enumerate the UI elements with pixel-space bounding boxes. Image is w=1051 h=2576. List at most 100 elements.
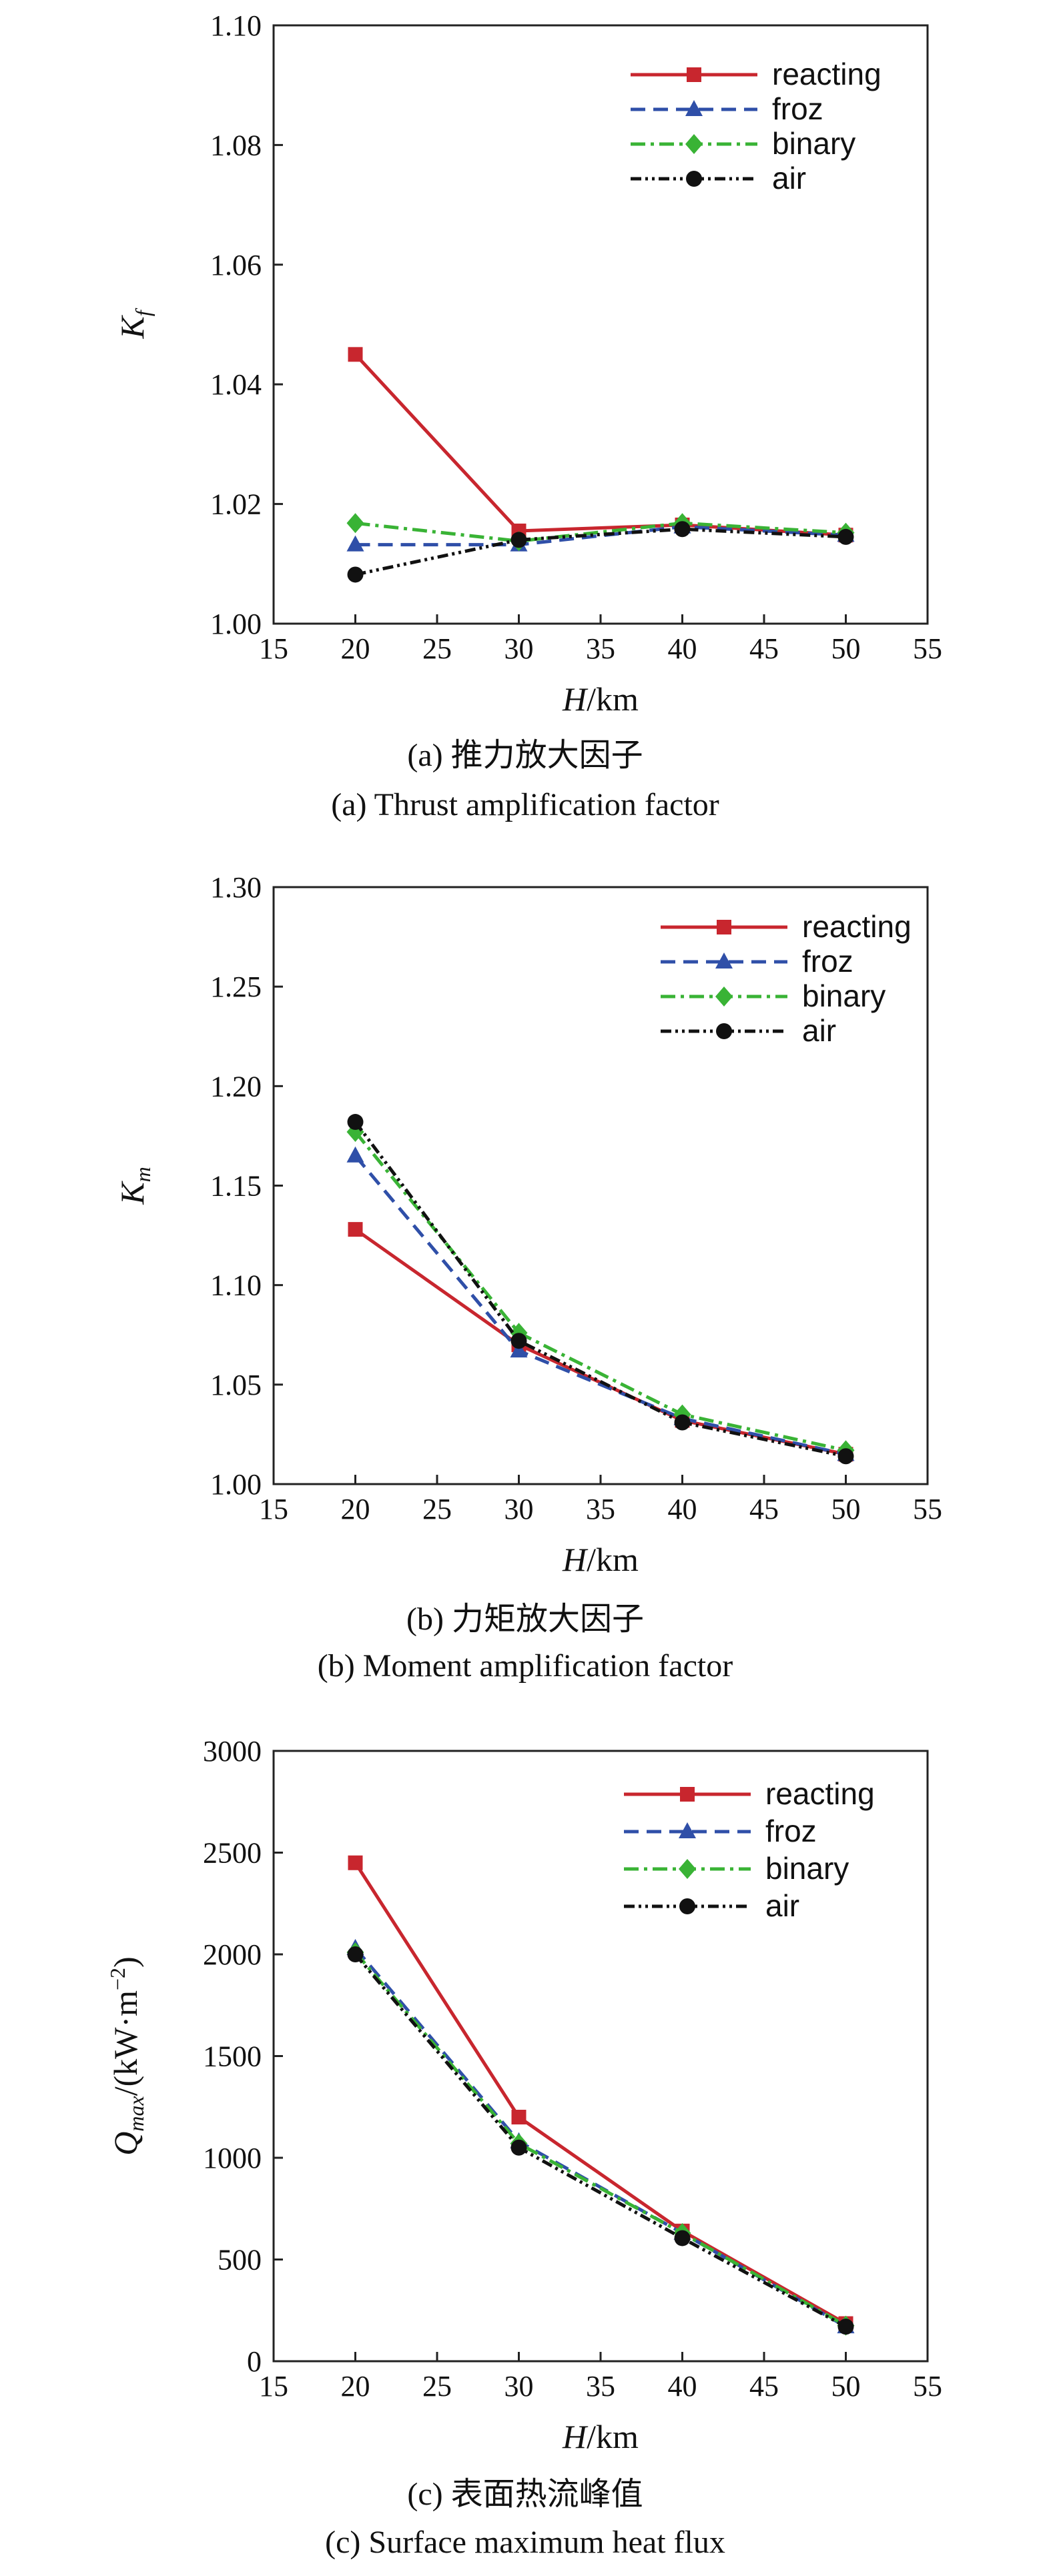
y-axis-symbol: K [113,315,151,340]
legend-marker-binary [715,987,733,1007]
x-tick-label: 15 [259,632,288,665]
legend-label-reacting: reacting [765,1776,875,1811]
data-point-reacting [348,1855,363,1870]
legend-marker-reacting [687,67,701,82]
data-point-air [674,1414,691,1431]
x-tick-label: 25 [422,2370,452,2403]
x-tick-label: 45 [749,632,779,665]
x-tick-label: 55 [913,2370,942,2403]
legend-marker-air [716,1023,732,1039]
series-froz [346,1938,855,2334]
series-line-froz [354,1155,847,1456]
x-axis-unit: /km [587,680,639,718]
series-line-air [354,527,846,576]
series-air [347,1946,854,2335]
data-point-air [347,1946,364,1962]
x-tick-label: 15 [259,2370,288,2403]
data-point-reacting [511,2110,527,2124]
y-axis-unit-superscript: −2 [105,1968,129,1990]
caption-english: (b) Moment amplification factor [318,1648,733,1684]
caption-chinese: (a) 推力放大因子 [407,738,643,773]
y-axis-symbol: K [113,1181,151,1205]
legend-marker-reacting [680,1787,695,1802]
legend-label-binary: binary [802,979,886,1013]
legend-label-air: air [802,1013,836,1048]
x-tick-label: 30 [504,1493,534,1525]
series-binary [346,1121,855,1461]
legend-marker-air [686,171,702,187]
data-point-air [510,532,527,548]
data-point-air [837,528,854,545]
y-axis-title: Kf [113,307,155,339]
data-point-reacting [348,1222,363,1237]
y-tick-label: 1.20 [210,1070,262,1103]
x-axis-title: H/km [562,1541,639,1578]
data-point-binary [346,513,364,534]
x-tick-label: 55 [913,632,942,665]
y-tick-label: 2000 [203,1938,262,1971]
x-axis-title: H/km [562,2418,639,2455]
x-tick-label: 20 [341,632,370,665]
x-tick-label: 25 [422,632,452,665]
y-tick-label: 1.10 [210,1269,262,1302]
y-tick-label: 1.15 [210,1170,262,1203]
y-tick-label: 1500 [203,2040,262,2073]
legend-label-froz: froz [772,91,823,126]
legend-marker-froz [685,100,703,116]
x-axis-symbol: H [562,680,589,718]
y-axis-subscript: max [124,2096,148,2131]
series-line-binary [354,1131,847,1452]
y-axis-symbol: Q [107,2132,144,2156]
x-tick-label: 40 [668,1493,697,1525]
legend-marker-binary [679,1859,696,1879]
y-axis-subscript: f [131,307,155,316]
data-point-air [347,1114,364,1131]
series-line-air [354,1953,847,2329]
x-tick-label: 20 [341,1493,370,1525]
legend-label-reacting: reacting [802,909,912,944]
legend-label-reacting: reacting [772,57,882,91]
y-tick-label: 2500 [203,1837,262,1870]
chart-panel-b: 15 20 25 30 35 40 45 50 55 1.00 1.05 1.10 1.15 1.20 1.… [113,871,942,1684]
data-point-air [674,2230,691,2246]
series-air [347,1114,854,1465]
data-point-froz [346,1146,364,1163]
legend-marker-air [679,1898,695,1914]
caption-english: (a) Thrust amplification factor [331,787,719,822]
series-reacting [348,347,853,543]
series-froz [346,1146,855,1461]
caption-chinese: (b) 力矩放大因子 [406,1601,644,1637]
y-tick-label: 1.06 [210,249,262,281]
y-tick-label: 1.00 [210,608,262,640]
y-axis-title: Qmax/(kW·m−2) [105,1956,148,2155]
x-tick-label: 50 [831,632,861,665]
x-tick-label: 40 [668,2370,697,2403]
series-line-binary [354,1951,847,2327]
series-line-reacting [354,353,846,537]
x-tick-label: 20 [341,2370,370,2403]
data-point-air [837,2319,854,2335]
caption-english: (c) Surface maximum heat flux [325,2525,725,2560]
y-axis-unit-close: ) [107,1956,144,1968]
plot-frame [272,1750,929,2363]
legend-label-froz: froz [765,1814,817,1848]
series-reacting [348,1222,853,1462]
x-axis-title: H/km [562,680,639,718]
y-axis-subscript: m [131,1167,155,1182]
data-point-air [674,521,691,538]
series-air [347,521,854,583]
data-point-air [510,1333,527,1349]
x-tick-label: 55 [913,1493,942,1525]
y-tick-label: 1000 [203,2142,262,2174]
y-tick-label: 0 [247,2345,262,2378]
legend-label-froz: froz [802,944,853,979]
x-tick-label: 30 [504,632,534,665]
series-binary [346,1942,855,2336]
x-tick-label: 50 [831,2370,861,2403]
chart-panel-a: 15 20 25 30 35 40 45 50 55 1.00 1.02 1.04 1.06 1.08 1.… [113,9,942,822]
series-line-froz [354,1947,847,2329]
legend-marker-froz [679,1822,696,1838]
y-axis-unit: /(kW·m [107,1990,144,2096]
